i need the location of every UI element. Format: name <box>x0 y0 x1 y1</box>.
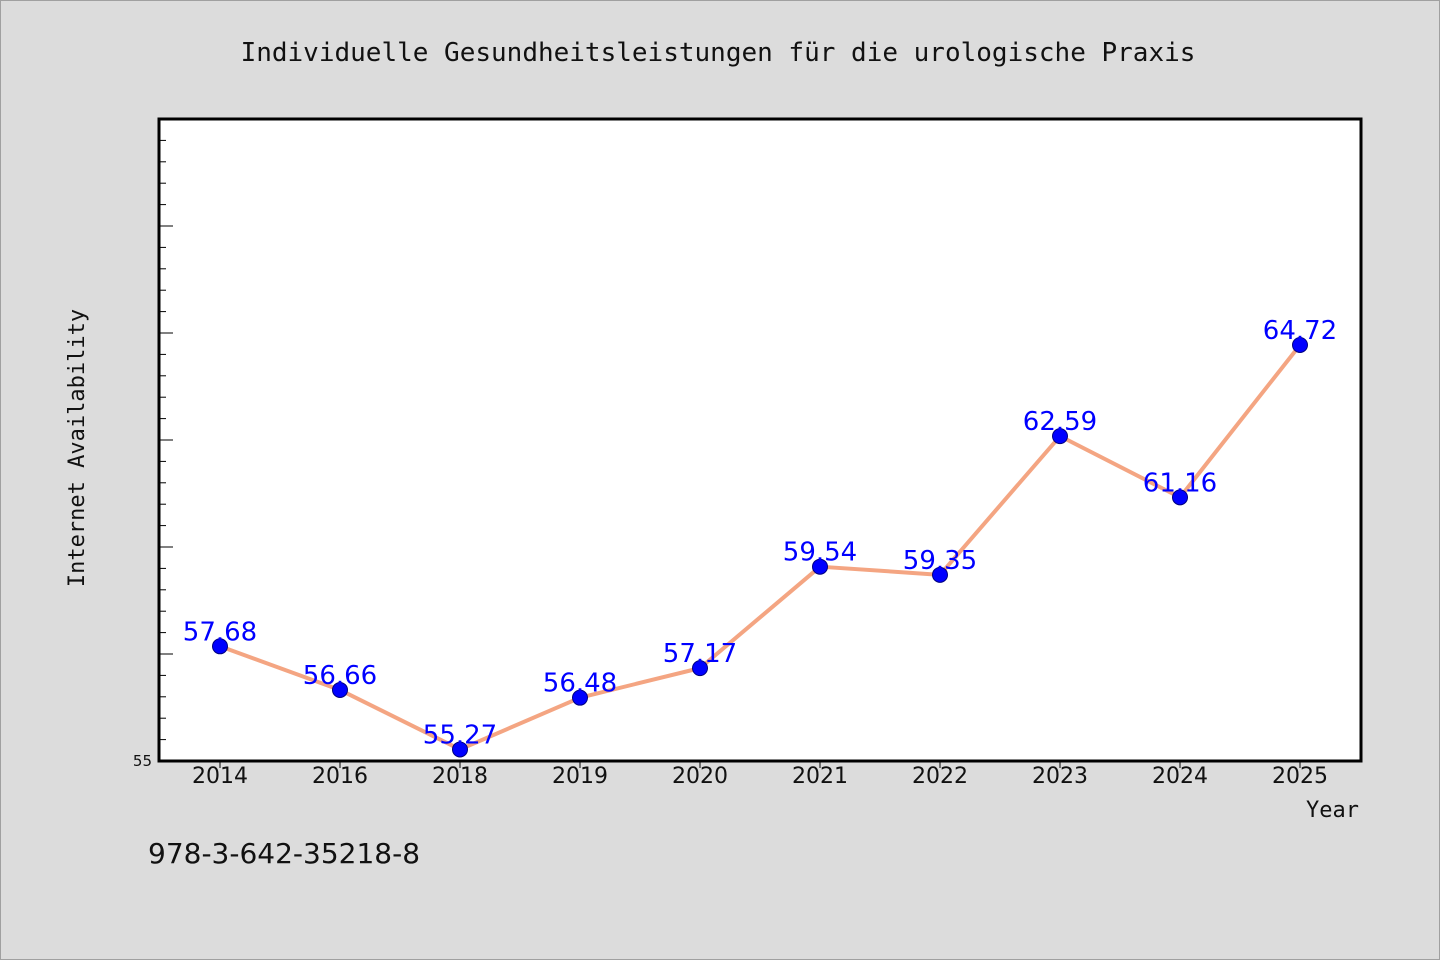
x-tick-label-2021: 2021 <box>792 764 848 789</box>
data-markers <box>212 336 1308 758</box>
data-label-2025: 64.72 <box>1263 316 1337 346</box>
isbn-footer: 978-3-642-35218-8 <box>148 837 420 870</box>
x-tick-label-2023: 2023 <box>1032 764 1088 789</box>
data-label-2019: 56.48 <box>543 669 617 699</box>
plot-area <box>157 117 1363 763</box>
x-tick-label-2020: 2020 <box>672 764 728 789</box>
data-point-2023 <box>1052 428 1068 445</box>
x-tick-label-2022: 2022 <box>912 764 968 789</box>
y-axis-label: Internet Availability <box>65 309 90 587</box>
data-point-2014 <box>212 638 228 655</box>
x-tick-label-2019: 2019 <box>552 764 608 789</box>
chart-title: Individuelle Gesundheitsleistungen für d… <box>241 38 1196 68</box>
data-label-2022: 59.35 <box>903 546 977 576</box>
y-axis-ticks <box>159 118 173 762</box>
data-label-2014: 57.68 <box>183 617 257 647</box>
data-point-2025 <box>1292 336 1308 353</box>
data-label-2016: 56.66 <box>303 661 377 691</box>
data-point-2022 <box>932 566 948 583</box>
data-point-2016 <box>332 681 348 698</box>
data-labels: 57.68 56.66 55.27 56.48 57.17 59.54 59.35 62.59… <box>183 316 1337 750</box>
data-label-2023: 62.59 <box>1023 407 1097 437</box>
x-tick-label-2025: 2025 <box>1272 764 1328 789</box>
x-tick-label-2014: 2014 <box>192 764 248 789</box>
x-tick-label-2016: 2016 <box>312 764 368 789</box>
data-point-2024 <box>1172 489 1188 506</box>
x-tick-label-2018: 2018 <box>432 764 488 789</box>
x-axis-label: Year <box>1306 798 1359 823</box>
x-axis-ticks: 2014 2016 2018 2019 2020 2021 2022 2023 2024 2025 <box>192 761 1328 789</box>
series-line <box>218 342 1302 752</box>
data-label-2024: 61.16 <box>1143 468 1217 498</box>
x-tick-label-2024: 2024 <box>1152 764 1208 789</box>
data-point-2020 <box>692 660 708 677</box>
data-label-2021: 59.54 <box>783 538 857 568</box>
data-point-2018 <box>452 741 468 758</box>
y-tick-label-min: 55 <box>133 752 152 770</box>
data-point-2021 <box>812 558 828 575</box>
data-point-2019 <box>572 689 588 706</box>
data-label-2018: 55.27 <box>423 720 497 750</box>
data-label-2020: 57.17 <box>663 639 737 669</box>
